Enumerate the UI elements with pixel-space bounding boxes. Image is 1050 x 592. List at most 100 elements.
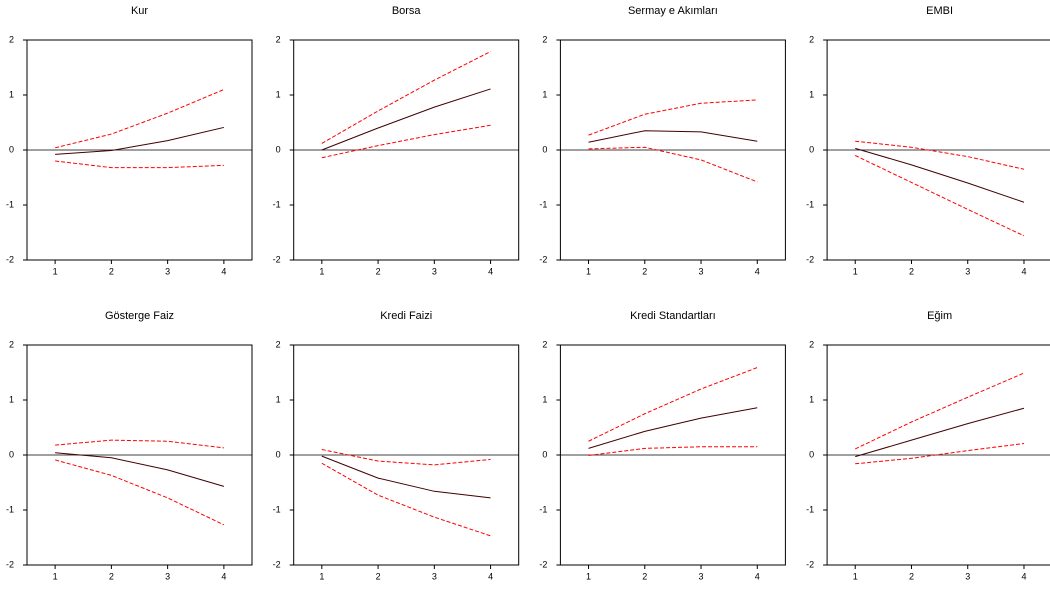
y-tick-label: 2 — [276, 34, 281, 44]
y-tick-label: 0 — [542, 144, 547, 154]
y-tick-label: 2 — [9, 34, 14, 44]
y-tick-label: 2 — [809, 339, 814, 349]
response-line — [588, 130, 758, 143]
band-line — [855, 155, 1025, 237]
x-tick-label: 4 — [221, 266, 226, 276]
x-tick-label: 4 — [755, 266, 760, 276]
y-tick-label: -1 — [273, 504, 281, 514]
x-tick-label: 2 — [909, 266, 914, 276]
plot-frame — [293, 39, 520, 261]
band-line — [855, 372, 1025, 450]
x-tick-label: 2 — [109, 266, 114, 276]
band-line — [54, 459, 225, 526]
band-line — [321, 462, 491, 537]
band-line — [55, 89, 225, 149]
response-line — [588, 407, 758, 449]
y-tick-label: -1 — [806, 504, 814, 514]
x-tick-label: 4 — [488, 571, 493, 581]
chart-title: Kredi Standartları — [630, 310, 716, 322]
y-tick-label: 1 — [9, 89, 14, 99]
response-line — [321, 88, 491, 151]
y-tick-label: -2 — [806, 559, 814, 569]
x-tick-label: 3 — [165, 266, 170, 276]
y-tick-label: 0 — [542, 449, 547, 459]
x-tick-label: 4 — [488, 266, 493, 276]
x-tick-label: 2 — [642, 571, 647, 581]
x-tick-label: 3 — [965, 266, 970, 276]
x-tick-label: 3 — [699, 571, 704, 581]
chart-title: EMBI — [926, 5, 953, 17]
y-tick-label: -1 — [6, 504, 14, 514]
band-line — [321, 51, 491, 144]
band-line — [855, 140, 1025, 170]
response-line — [855, 407, 1025, 458]
y-tick-label: -1 — [6, 199, 14, 209]
y-tick-label: -2 — [273, 559, 281, 569]
y-tick-label: 0 — [809, 144, 814, 154]
x-tick-label: 2 — [109, 571, 114, 581]
x-tick-label: 4 — [1021, 571, 1026, 581]
y-tick-label: -1 — [806, 199, 814, 209]
band-line — [321, 124, 491, 159]
x-tick-label: 1 — [586, 266, 591, 276]
response-line — [321, 455, 491, 499]
x-tick-label: 1 — [53, 571, 58, 581]
y-tick-label: 0 — [9, 144, 14, 154]
x-tick-label: 3 — [965, 571, 970, 581]
y-tick-label: -1 — [539, 199, 547, 209]
y-tick-label: -1 — [273, 199, 281, 209]
x-tick-label: 1 — [586, 571, 591, 581]
band-line — [588, 446, 758, 457]
plot-frame — [559, 39, 786, 261]
response-line — [55, 126, 224, 155]
x-tick-label: 3 — [699, 266, 704, 276]
y-tick-label: -2 — [539, 559, 547, 569]
response-line — [55, 452, 225, 487]
x-tick-label: 3 — [432, 266, 437, 276]
y-tick-label: 0 — [9, 449, 14, 459]
band-line — [588, 146, 758, 183]
x-tick-label: 2 — [909, 571, 914, 581]
y-tick-label: 2 — [276, 339, 281, 349]
x-tick-label: 1 — [319, 266, 324, 276]
y-tick-label: 1 — [276, 89, 281, 99]
chart-title: Kredi Faizi — [380, 310, 432, 322]
x-tick-label: 4 — [1021, 266, 1026, 276]
y-tick-label: 2 — [9, 339, 14, 349]
y-tick-label: 1 — [809, 89, 814, 99]
x-tick-label: 3 — [432, 571, 437, 581]
x-tick-label: 4 — [221, 571, 226, 581]
y-tick-label: 1 — [542, 89, 547, 99]
chart-title: Sermay e Akımları — [628, 5, 718, 17]
y-tick-label: 1 — [542, 394, 547, 404]
x-tick-label: 2 — [376, 571, 381, 581]
x-tick-label: 3 — [165, 571, 170, 581]
band-line — [855, 442, 1025, 465]
band-line — [588, 367, 758, 442]
y-tick-label: 0 — [276, 144, 281, 154]
plot-frame — [26, 344, 253, 566]
chart-title: Gösterge Faiz — [105, 310, 174, 322]
response-line — [855, 147, 1025, 203]
plot-frame — [559, 344, 786, 566]
band-line — [55, 160, 224, 169]
y-tick-label: -2 — [806, 254, 814, 264]
y-tick-label: -2 — [6, 254, 14, 264]
band-line — [321, 449, 491, 466]
y-tick-label: 2 — [809, 34, 814, 44]
plot-frame — [293, 344, 520, 566]
plot-frame — [826, 39, 1050, 261]
band-line — [588, 99, 758, 136]
y-tick-label: 2 — [542, 339, 547, 349]
chart-title: Kur — [131, 5, 148, 17]
y-tick-label: -2 — [273, 254, 281, 264]
y-tick-label: -2 — [539, 254, 547, 264]
y-tick-label: 1 — [276, 394, 281, 404]
x-tick-label: 1 — [53, 266, 58, 276]
y-tick-label: 0 — [276, 449, 281, 459]
chart-title: Eğim — [927, 310, 952, 322]
y-tick-label: 1 — [9, 394, 14, 404]
y-tick-label: -1 — [539, 504, 547, 514]
